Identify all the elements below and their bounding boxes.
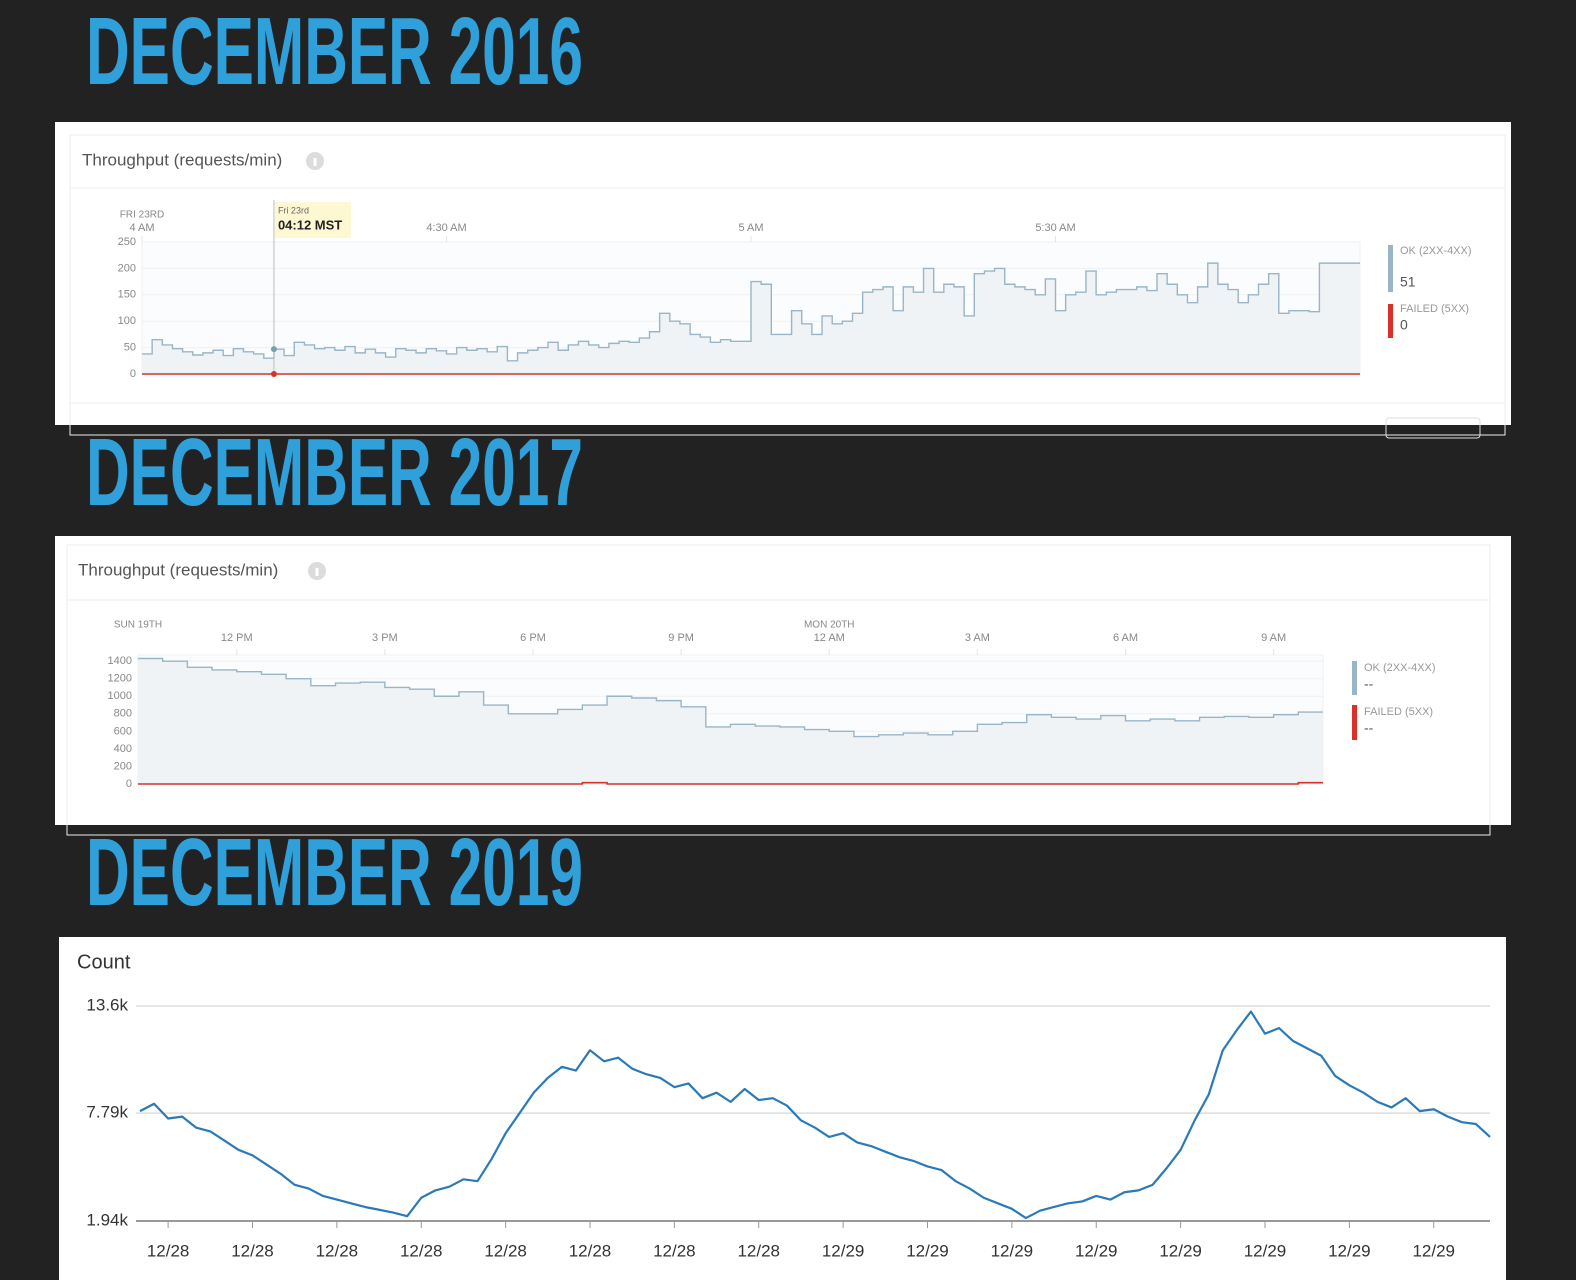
y-tick-label: 1000 [108,690,132,702]
x-tick-label: 12/29 [1244,1241,1287,1260]
x-tick-label: 6 PM [520,632,546,644]
heading: DECEMBER 2019 [86,819,583,926]
tooltip-box [274,202,351,238]
x-tick-label: 3 AM [965,632,990,644]
legend-label: OK (2XX-4XX) [1364,662,1436,674]
legend-swatch [1388,245,1393,292]
y-tick-label: 600 [114,725,132,737]
panel [59,937,1506,1280]
date-label: FRI 23RD [120,210,164,221]
x-tick-label: 12/29 [1412,1241,1455,1260]
date-label: MON 20TH [804,620,855,631]
legend-swatch [1352,705,1357,740]
chart-title: Throughput (requests/min) [78,560,278,579]
x-tick-label: 12/28 [147,1241,190,1260]
y-tick-label: 0 [126,778,132,790]
legend-label: FAILED (5XX) [1364,706,1433,718]
x-tick-label: 12/28 [231,1241,274,1260]
x-tick-label: 12/29 [1159,1241,1202,1260]
y-tick-label: 250 [118,236,136,248]
y-tick-label: 1.94k [86,1210,128,1229]
x-tick-label: 12/29 [822,1241,865,1260]
y-tick-label: 200 [114,760,132,772]
series-line [142,262,1360,362]
chart-title: Count [77,951,131,973]
legend-value: 51 [1400,274,1416,290]
y-tick-label: 100 [118,315,136,327]
y-tick-label: 800 [114,708,132,720]
heading: DECEMBER 2016 [86,0,583,105]
series-line [138,781,1323,785]
x-tick-label: 5:30 AM [1035,222,1075,234]
tooltip-date: Fri 23rd [278,205,309,215]
tooltip-time: 04:12 MST [278,217,342,232]
y-tick-label: 50 [124,342,136,354]
x-tick-label: 12/29 [991,1241,1034,1260]
legend-label: FAILED (5XX) [1400,303,1469,315]
x-tick-label: 4 AM [129,222,154,234]
x-tick-label: 12 AM [814,632,845,644]
x-tick-label: 12/29 [906,1241,949,1260]
x-tick-label: 9 AM [1261,632,1286,644]
x-tick-label: 12/29 [1075,1241,1118,1260]
card [69,134,1506,436]
x-tick-label: 12 PM [221,632,253,644]
legend-swatch [1388,304,1393,338]
x-tick-label: 12/28 [737,1241,780,1260]
info-glyph [315,568,319,576]
y-tick-label: 0 [130,368,136,380]
y-tick-label: 7.79k [86,1103,128,1122]
x-tick-label: 12/29 [1328,1241,1371,1260]
heading: DECEMBER 2017 [86,419,583,526]
x-tick-label: 6 AM [1113,632,1138,644]
date-label: SUN 19TH [114,620,162,631]
x-tick-label: 12/28 [400,1241,443,1260]
hover-dot [270,346,277,353]
y-tick-label: 1200 [108,673,132,685]
legend-label: OK (2XX-4XX) [1400,245,1472,257]
x-tick-label: 9 PM [668,632,694,644]
legend-swatch [1352,661,1357,695]
legend-value: -- [1364,676,1374,692]
chart-title: Throughput (requests/min) [82,150,282,169]
x-tick-label: 4:30 AM [426,222,466,234]
y-tick-label: 400 [114,743,132,755]
legend-value: -- [1364,720,1374,736]
y-tick-label: 150 [118,289,136,301]
info-glyph [313,158,317,166]
x-tick-label: 12/28 [316,1241,359,1260]
x-tick-label: 12/28 [653,1241,696,1260]
button[interactable] [1385,417,1481,439]
hover-dot [270,371,277,377]
y-tick-label: 13.6k [86,995,128,1014]
series-line [139,1010,1491,1220]
y-tick-label: 1400 [108,655,132,667]
legend-value: 0 [1400,317,1408,333]
y-tick-label: 200 [118,262,136,274]
x-tick-label: 5 AM [738,222,763,234]
x-tick-label: 12/28 [484,1241,527,1260]
card [66,544,1491,836]
series-line [138,657,1323,738]
x-tick-label: 3 PM [372,632,398,644]
x-tick-label: 12/28 [569,1241,612,1260]
